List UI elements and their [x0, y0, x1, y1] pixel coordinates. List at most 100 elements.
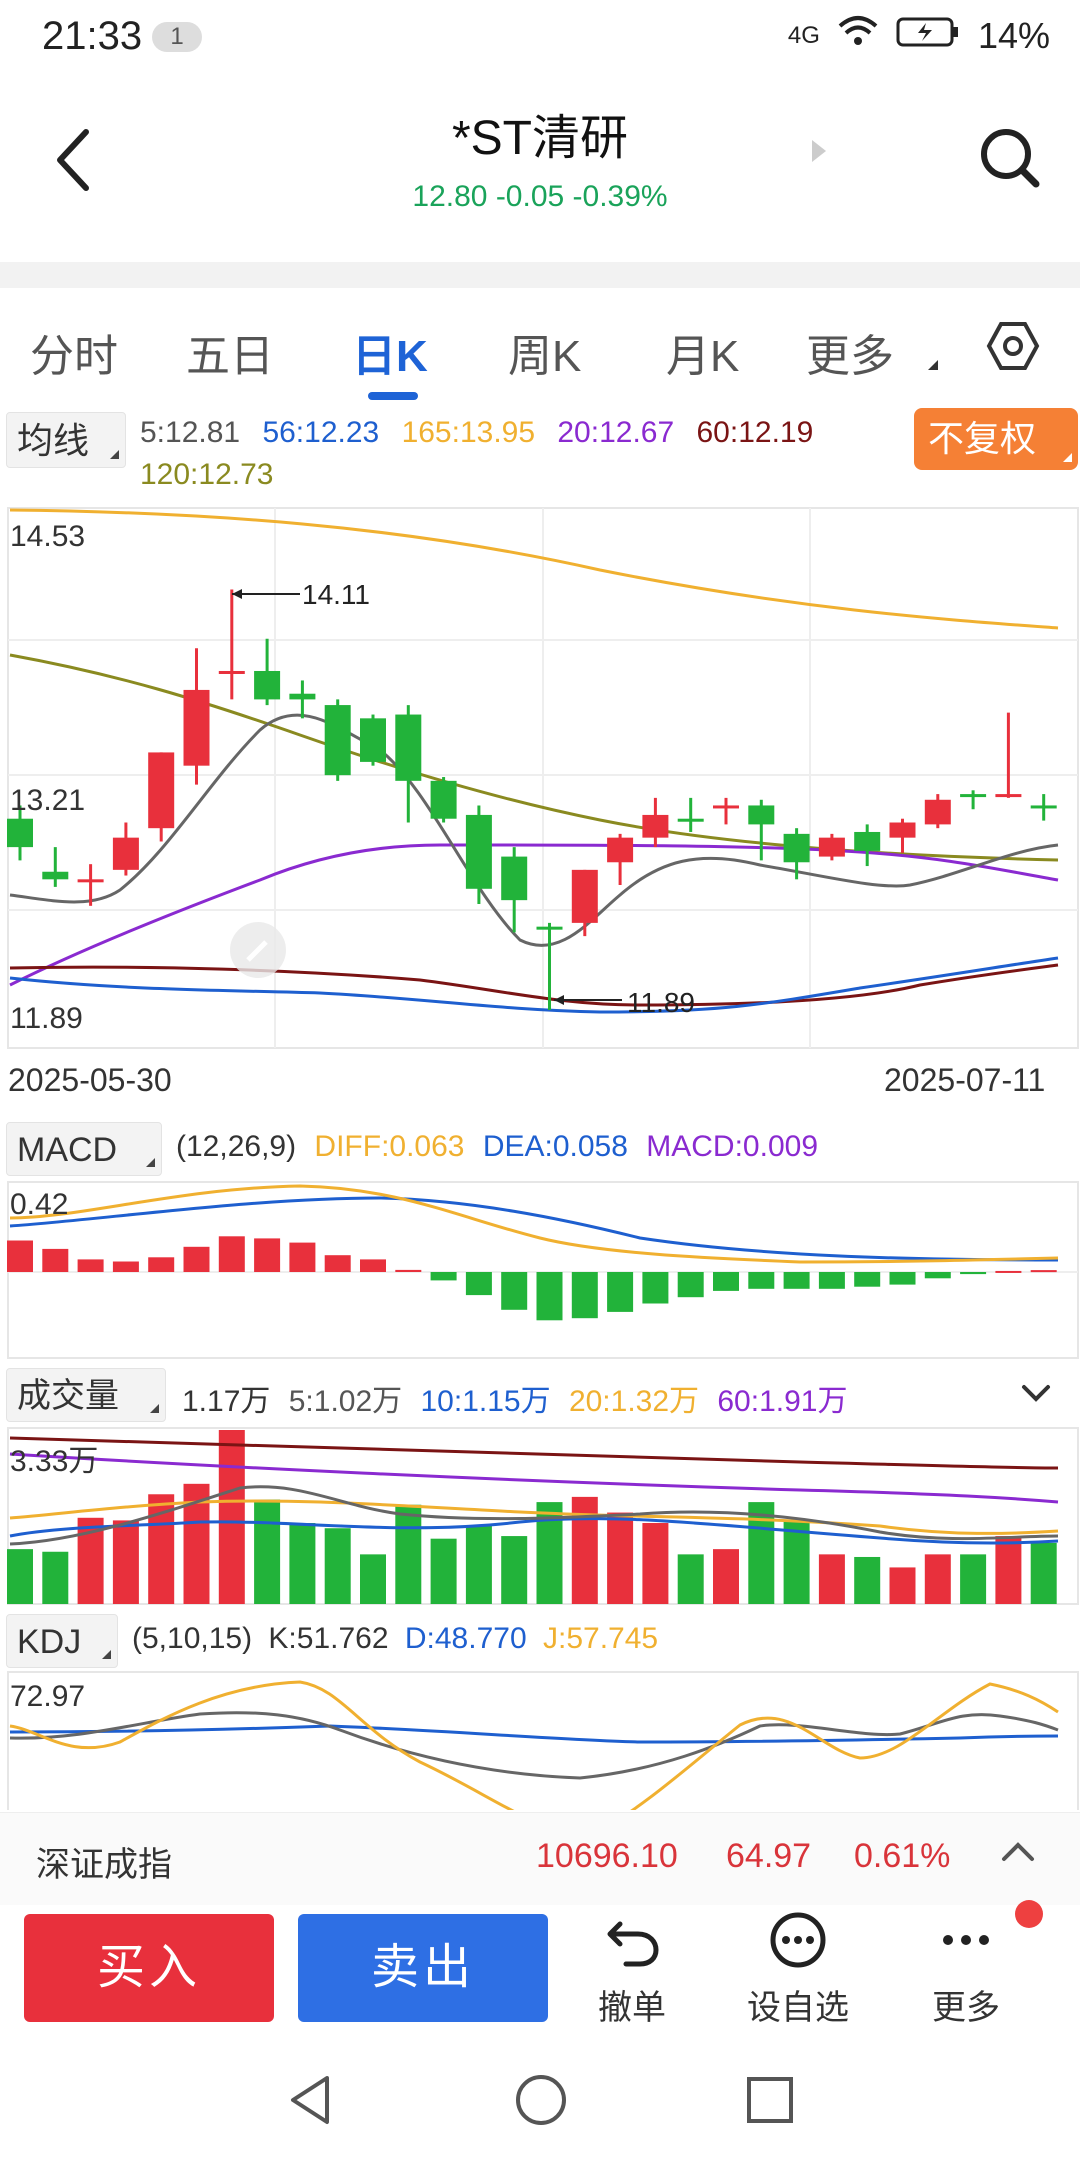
- volume-bar: [607, 1512, 634, 1604]
- candle-body: [924, 799, 951, 825]
- volume-bar: [854, 1556, 881, 1604]
- index-ticker-bar[interactable]: 深证成指 10696.10 64.97 0.61%: [0, 1812, 1080, 1905]
- draw-tool-icon[interactable]: [230, 922, 286, 978]
- volume-ma20: 20:1.32万: [568, 1385, 700, 1418]
- index-name: 深证成指: [36, 1846, 172, 1884]
- chevron-left-icon: [57, 129, 89, 191]
- macd-bar: [254, 1238, 281, 1272]
- tab-daily-k[interactable]: 日K: [352, 332, 428, 381]
- macd-selector-label: MACD: [17, 1131, 118, 1169]
- signal-icon: 4G: [787, 21, 820, 49]
- expand-index-button[interactable]: [1000, 1835, 1036, 1871]
- kdj-k-line: [9, 1711, 1059, 1780]
- ma120-value: 120:12.73: [140, 458, 274, 491]
- system-nav-bar: [0, 2060, 1080, 2160]
- high-annotation: 14.11: [232, 579, 370, 610]
- buy-button[interactable]: 买入: [24, 1914, 274, 2022]
- ma20-value: 20:12.67: [557, 416, 675, 449]
- adjust-mode-button[interactable]: 不复权: [914, 408, 1078, 470]
- collapse-volume-button[interactable]: [1018, 1378, 1054, 1413]
- macd-bar: [748, 1272, 775, 1289]
- volume-total: 1.17万: [182, 1385, 271, 1418]
- candle-body: [571, 869, 598, 923]
- volume-bar: [218, 1430, 245, 1604]
- ma-selector-button[interactable]: 均线: [6, 412, 126, 468]
- date-end: 2025-07-11: [884, 1062, 1046, 1098]
- volume-bar: [289, 1523, 316, 1604]
- macd-bar: [501, 1272, 528, 1310]
- status-time: 21:33: [42, 14, 143, 58]
- candle-body: [854, 831, 881, 851]
- vol-ma20-line: [9, 1452, 1059, 1504]
- macd-histogram: [7, 1236, 1057, 1321]
- vol-ma5-line: [9, 1517, 1059, 1545]
- volume-bar: [783, 1520, 810, 1604]
- kdj-params: (5,10,15): [132, 1622, 253, 1655]
- back-button[interactable]: [50, 120, 110, 200]
- next-stock-icon[interactable]: [812, 140, 826, 162]
- ma-legend-row1: 5:12.81 56:12.23 165:13.95 20:12.67 60:1…: [140, 416, 813, 450]
- macd-selector-button[interactable]: MACD: [6, 1122, 162, 1176]
- macd-bar: [42, 1248, 69, 1272]
- search-button[interactable]: [970, 118, 1050, 198]
- volume-bar: [1030, 1542, 1057, 1604]
- volume-bar: [889, 1567, 916, 1604]
- tab-more[interactable]: 更多: [806, 332, 894, 381]
- tab-weekly-k[interactable]: 周K: [508, 332, 582, 381]
- settings-hexagon-icon: [986, 322, 1040, 370]
- tab-monthly-k[interactable]: 月K: [666, 332, 740, 381]
- macd-diff: DIFF:0.063: [314, 1130, 465, 1163]
- tab-intraday[interactable]: 分时: [30, 332, 118, 381]
- macd-chart[interactable]: [0, 1178, 1080, 1360]
- macd-bar: [536, 1272, 563, 1321]
- candle-body: [642, 814, 669, 838]
- kdj-selector-button[interactable]: KDJ: [6, 1614, 118, 1668]
- notification-dot: [1015, 1900, 1043, 1928]
- candle-body: [607, 837, 634, 863]
- ma20-line: [9, 843, 1059, 987]
- macd-bar: [783, 1272, 810, 1289]
- macd-bar: [571, 1272, 598, 1319]
- candle-body: [465, 814, 492, 889]
- kdj-chart[interactable]: [0, 1670, 1080, 1810]
- candle-body: [677, 818, 704, 822]
- y-axis-top-label: 14.53: [10, 520, 86, 553]
- more-dots-icon: [943, 1935, 989, 1945]
- macd-bar: [148, 1257, 175, 1272]
- sell-button[interactable]: 卖出: [298, 1914, 548, 2022]
- volume-bar: [748, 1502, 775, 1604]
- macd-bar: [960, 1272, 987, 1275]
- candle-body: [112, 837, 139, 870]
- recents-square-icon[interactable]: [744, 2074, 796, 2126]
- candle-body: [536, 926, 563, 930]
- chart-settings-button[interactable]: [985, 318, 1041, 374]
- back-triangle-icon[interactable]: [285, 2072, 335, 2128]
- volume-bar: [713, 1549, 739, 1604]
- kdj-j: J:57.745: [542, 1622, 659, 1655]
- stock-change: -0.05: [495, 180, 565, 213]
- macd-bar: [289, 1242, 316, 1272]
- candle-body: [960, 794, 987, 798]
- notification-badge: 1: [152, 22, 202, 52]
- index-change: 64.97: [726, 1837, 812, 1875]
- candle-body: [748, 805, 775, 825]
- ma165-value: 165:13.95: [401, 416, 536, 449]
- more-circle-icon: [770, 1912, 826, 1968]
- dropdown-icon: [102, 1650, 111, 1659]
- kline-chart[interactable]: 14.11 11.89: [0, 500, 1080, 1050]
- tab-five-day[interactable]: 五日: [186, 332, 274, 381]
- home-circle-icon[interactable]: [513, 2072, 569, 2128]
- volume-bar: [360, 1554, 386, 1604]
- candle-body: [218, 670, 245, 674]
- macd-bar: [183, 1246, 210, 1272]
- candle-body: [324, 705, 351, 776]
- macd-bar: [713, 1272, 739, 1291]
- volume-chart[interactable]: [0, 1426, 1080, 1606]
- candlestick-series: [7, 589, 1057, 1010]
- macd-bar: [642, 1272, 669, 1304]
- candle-body: [783, 833, 810, 863]
- macd-bar: [995, 1270, 1022, 1273]
- macd-bar: [360, 1259, 386, 1272]
- volume-selector-button[interactable]: 成交量: [6, 1368, 166, 1422]
- svg-text:11.89: 11.89: [627, 987, 695, 1018]
